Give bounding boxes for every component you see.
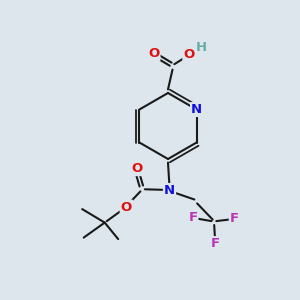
Text: F: F [188, 211, 197, 224]
Text: O: O [183, 48, 195, 61]
Text: N: N [191, 103, 202, 116]
Text: H: H [196, 40, 207, 54]
Text: N: N [164, 184, 175, 197]
Text: F: F [230, 212, 239, 225]
Text: F: F [211, 237, 220, 250]
Text: O: O [148, 47, 160, 60]
Text: O: O [121, 200, 132, 214]
Text: O: O [131, 162, 142, 175]
